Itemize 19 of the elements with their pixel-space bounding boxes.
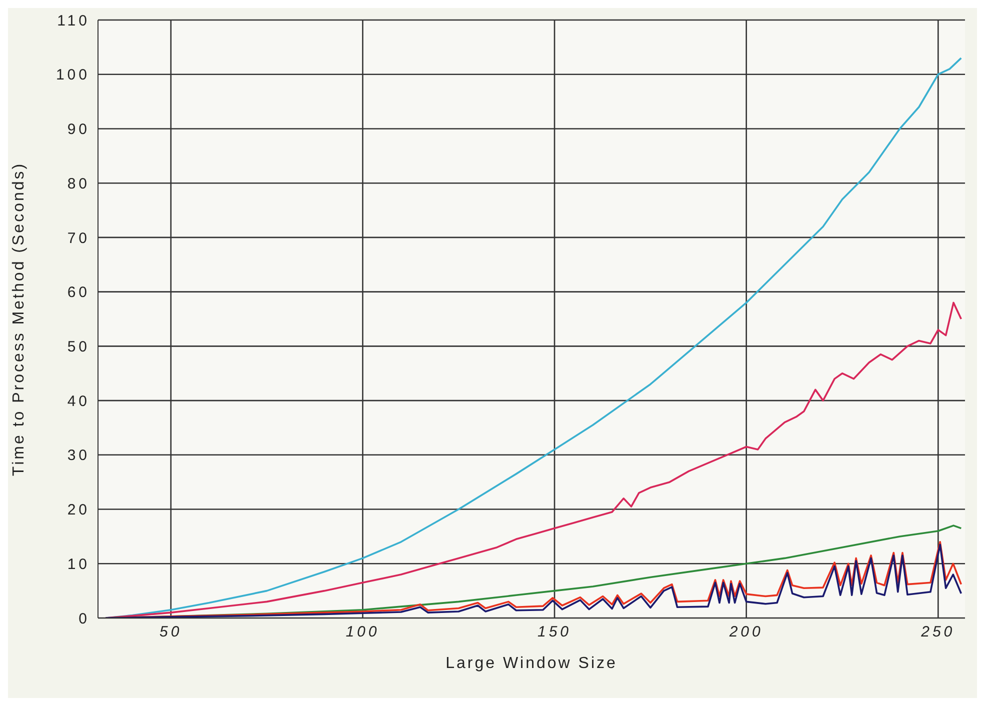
y-tick-label: 50 xyxy=(67,338,90,356)
y-tick-label: 110 xyxy=(57,12,90,30)
y-tick-label: 20 xyxy=(67,502,90,519)
x-tick-label: 100 xyxy=(346,624,380,641)
y-tick-label: 100 xyxy=(56,66,90,84)
y-axis-title: Time to Process Method (Seconds) xyxy=(10,162,28,476)
x-axis-title: Large Window Size xyxy=(446,655,618,672)
y-tick-label: 40 xyxy=(67,392,90,410)
x-tick-label: 50 xyxy=(160,624,182,641)
y-tick-label: 30 xyxy=(67,447,90,464)
y-tick-label: 90 xyxy=(67,121,90,138)
y-tick-label: 80 xyxy=(67,175,90,192)
y-tick-label: 60 xyxy=(67,284,90,302)
x-tick-label: 150 xyxy=(538,624,572,641)
y-tick-label: 70 xyxy=(67,230,90,247)
y-tick-label: 10 xyxy=(67,556,90,573)
x-tick-label: 250 xyxy=(920,624,956,641)
x-tick-label: 200 xyxy=(728,624,764,641)
y-tick-label: 0 xyxy=(78,610,90,628)
